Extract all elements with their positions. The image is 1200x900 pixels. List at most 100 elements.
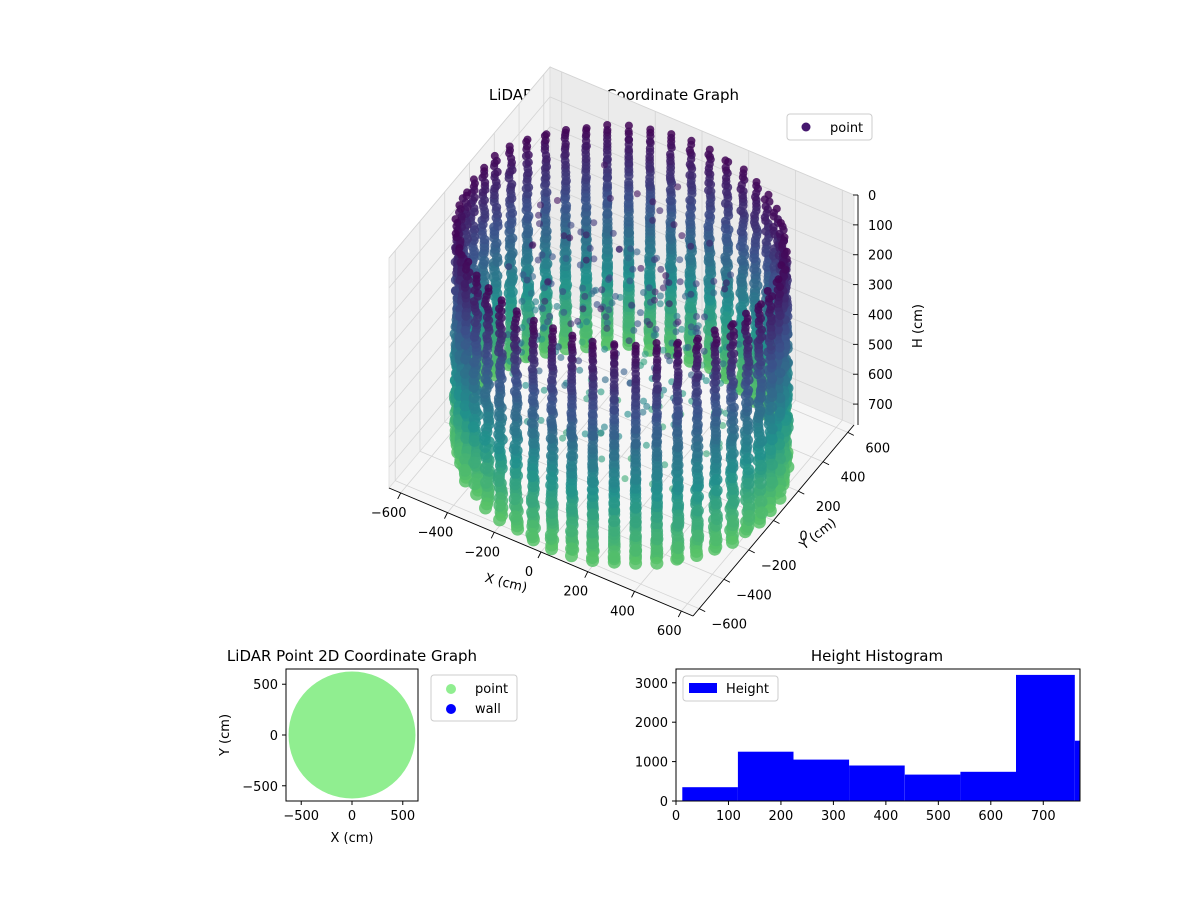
3d-point bbox=[781, 265, 790, 274]
3d-point bbox=[775, 289, 784, 299]
3d-point bbox=[528, 339, 537, 348]
3d-point bbox=[721, 180, 731, 190]
3d-point bbox=[603, 319, 611, 327]
3d-point bbox=[744, 335, 753, 345]
3d-point bbox=[526, 470, 539, 482]
3d-point bbox=[728, 320, 737, 329]
3d-point bbox=[659, 346, 667, 354]
3d-point bbox=[780, 332, 790, 343]
3d-x-tick-label: −200 bbox=[464, 545, 500, 560]
3d-point bbox=[780, 251, 789, 260]
3d-point bbox=[623, 227, 634, 238]
3d-point bbox=[579, 305, 587, 313]
3d-point bbox=[452, 222, 461, 231]
3d-point bbox=[509, 478, 522, 491]
3d-point bbox=[775, 282, 785, 291]
3d-point bbox=[524, 168, 533, 178]
3d-point bbox=[756, 435, 768, 447]
3d-point bbox=[544, 318, 552, 326]
3d-point bbox=[495, 304, 504, 313]
3d-point bbox=[492, 181, 501, 190]
3d-point bbox=[629, 556, 643, 570]
3d-point bbox=[624, 135, 633, 144]
3d-point bbox=[497, 296, 506, 305]
3d-point bbox=[704, 265, 716, 277]
3d-point bbox=[742, 509, 756, 523]
3d-point bbox=[651, 288, 659, 296]
3d-point bbox=[645, 152, 654, 161]
3d-point bbox=[565, 460, 577, 472]
3d-point bbox=[480, 178, 490, 187]
3d-x-tick-label: −600 bbox=[371, 506, 407, 521]
3d-point bbox=[510, 365, 520, 375]
3d-point bbox=[470, 186, 479, 195]
3d-point bbox=[470, 193, 479, 202]
3d-point bbox=[579, 284, 586, 292]
3d-point bbox=[546, 450, 557, 462]
3d-point bbox=[582, 256, 590, 264]
3d-point bbox=[560, 210, 571, 221]
3d-point bbox=[649, 216, 657, 224]
3d-point bbox=[778, 240, 787, 249]
3d-point bbox=[484, 284, 493, 293]
3d-point bbox=[630, 502, 642, 514]
3d-point bbox=[769, 212, 778, 221]
3d-point bbox=[766, 341, 776, 351]
3d-point bbox=[451, 215, 460, 224]
3d-point bbox=[528, 384, 538, 395]
3d-point bbox=[726, 535, 739, 549]
3d-point bbox=[546, 415, 557, 426]
3d-point bbox=[721, 156, 730, 165]
3d-point bbox=[652, 325, 660, 333]
histogram-bar bbox=[737, 751, 794, 801]
3d-point bbox=[757, 382, 767, 393]
legend-2d-marker-point bbox=[446, 684, 456, 694]
3d-point bbox=[597, 388, 605, 396]
3d-point bbox=[774, 349, 785, 360]
3d-point bbox=[582, 231, 590, 239]
3d-point bbox=[581, 192, 591, 203]
3d-point bbox=[493, 167, 502, 177]
3d-point bbox=[609, 429, 620, 440]
3d-point bbox=[692, 504, 704, 517]
3d-point bbox=[755, 367, 766, 377]
3d-point bbox=[527, 353, 537, 363]
3d-point bbox=[545, 506, 558, 519]
3d-point bbox=[720, 252, 731, 263]
3d-point bbox=[603, 324, 611, 332]
3d-point bbox=[547, 393, 557, 403]
3d-point bbox=[507, 179, 517, 189]
3d-point bbox=[583, 318, 591, 326]
3d-point bbox=[600, 161, 608, 169]
3d-point bbox=[560, 232, 568, 240]
3d-point bbox=[729, 338, 738, 347]
3d-point bbox=[587, 458, 598, 470]
3d-point bbox=[711, 416, 722, 427]
3d-point bbox=[711, 473, 723, 486]
3d-point bbox=[736, 227, 747, 237]
3d-point bbox=[608, 496, 620, 509]
3d-point bbox=[719, 422, 727, 429]
3d-point bbox=[479, 270, 491, 281]
3d-point bbox=[665, 185, 676, 195]
3d-point bbox=[587, 416, 598, 426]
3d-point bbox=[575, 357, 583, 365]
3d-point bbox=[752, 181, 761, 190]
3d-point bbox=[631, 424, 641, 435]
3d-point bbox=[775, 343, 785, 353]
3d-point bbox=[701, 313, 708, 321]
3d-point bbox=[762, 262, 772, 272]
2d-x-tick-label: 500 bbox=[390, 809, 415, 824]
3d-point bbox=[561, 381, 569, 389]
3d-point bbox=[582, 124, 591, 133]
3d-point bbox=[674, 349, 683, 358]
3d-x-tick-label: 200 bbox=[563, 585, 588, 600]
3d-point bbox=[767, 302, 776, 311]
3d-point bbox=[602, 257, 613, 269]
chart-2d: LiDAR Point 2D Coordinate Graph −500 0 500… bbox=[218, 647, 518, 846]
histogram-axes-frame bbox=[675, 668, 1081, 802]
3d-point bbox=[646, 125, 655, 134]
3d-point bbox=[728, 355, 738, 365]
3d-point bbox=[541, 178, 551, 188]
3d-point bbox=[735, 287, 747, 299]
